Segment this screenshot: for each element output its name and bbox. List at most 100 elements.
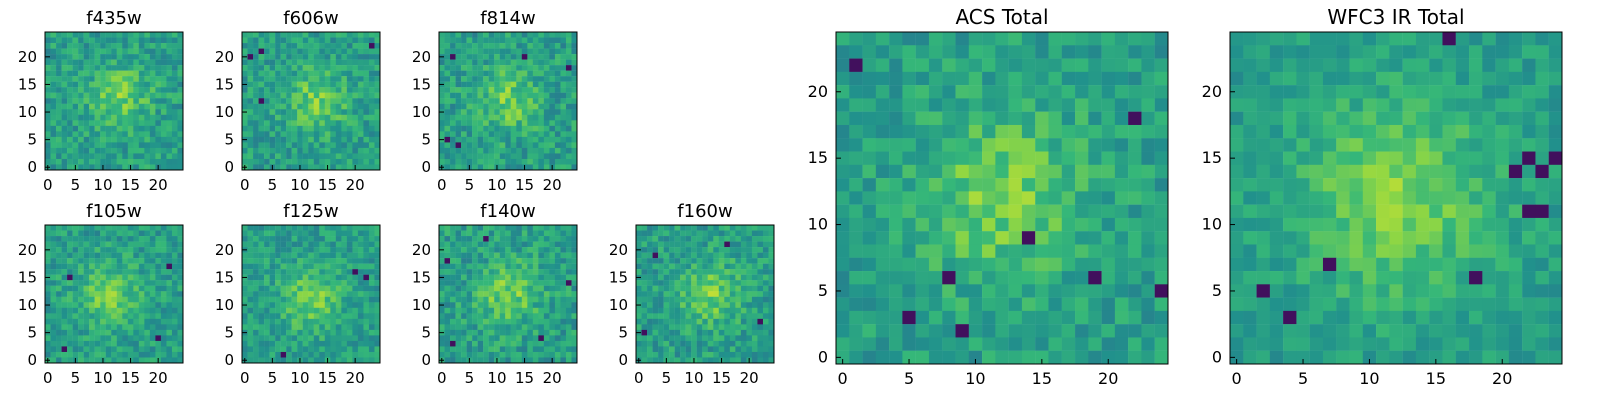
heatmap-cell-2-19-9 (347, 115, 353, 121)
heatmap-cell-4-18-14 (144, 280, 150, 286)
heatmap-cell-4-22-22 (166, 236, 172, 242)
heatmap-cell-5-1-22 (248, 236, 254, 242)
heatmap-cell-1-19-4 (150, 142, 156, 148)
heatmap-cell-2-1-24 (248, 32, 254, 38)
heatmap-cell-3-9-24 (489, 32, 495, 38)
heatmap-cell-7-1-6 (642, 324, 648, 330)
heatmap-cell-7-22-16 (757, 269, 763, 275)
heatmap-cell-5-1-3 (248, 341, 254, 347)
heatmap-cell-6-5-1 (467, 352, 473, 358)
heatmap-cell-7-8-18 (680, 258, 686, 264)
heatmap-cell-5-9-15 (292, 275, 298, 281)
heatmap-cell-5-24-18 (374, 258, 380, 264)
heatmap-cell-3-18-1 (538, 159, 544, 165)
heatmap-cell-5-18-7 (341, 319, 347, 325)
heatmap-cell-2-22-18 (363, 65, 369, 71)
heatmap-cell-3-23-12 (566, 98, 572, 104)
heatmap-cell-8-23-10 (1141, 218, 1154, 231)
heatmap-cell-6-6-1 (472, 352, 478, 358)
y-tick-label-1-1: 5 (27, 131, 37, 149)
heatmap-cell-8-8-19 (942, 98, 955, 111)
heatmap-cell-5-12-1 (308, 352, 314, 358)
heatmap-cell-5-21-17 (358, 264, 364, 270)
heatmap-cell-3-4-11 (461, 104, 467, 110)
heatmap-cell-4-3-12 (62, 291, 68, 297)
heatmap-cell-6-22-20 (560, 247, 566, 253)
heatmap-cell-2-14-11 (319, 104, 325, 110)
heatmap-cell-7-3-12 (653, 291, 659, 297)
heatmap-cell-3-15-11 (522, 104, 528, 110)
heatmap-cell-1-20-16 (155, 76, 161, 82)
heatmap-cell-7-4-0 (658, 357, 664, 363)
heatmap-cell-8-12-9 (995, 231, 1008, 244)
heatmap-cell-6-17-0 (533, 357, 539, 363)
heatmap-cell-7-9-9 (686, 308, 692, 314)
heatmap-cell-6-13-22 (511, 236, 517, 242)
heatmap-cell-3-2-15 (450, 82, 456, 88)
heatmap-cell-7-19-2 (741, 346, 747, 352)
heatmap-cell-6-13-18 (511, 258, 517, 264)
heatmap-cell-3-13-17 (511, 71, 517, 77)
heatmap-cell-4-24-21 (177, 242, 183, 248)
heatmap-cell-2-13-2 (314, 153, 320, 159)
heatmap-cell-3-2-0 (450, 164, 456, 170)
heatmap-cell-1-11-21 (106, 49, 112, 55)
heatmap-cell-6-12-20 (505, 247, 511, 253)
heatmap-cell-1-13-8 (117, 120, 123, 126)
heatmap-cell-2-18-12 (341, 98, 347, 104)
heatmap-cell-2-5-23 (270, 38, 276, 44)
heatmap-cell-5-13-10 (314, 302, 320, 308)
heatmap-cell-3-16-23 (527, 38, 533, 44)
heatmap-cell-5-15-22 (325, 236, 331, 242)
heatmap-cell-5-2-20 (253, 247, 259, 253)
heatmap-cell-1-4-17 (67, 71, 73, 77)
heatmap-cell-7-18-17 (735, 264, 741, 270)
heatmap-cell-5-4-6 (264, 324, 270, 330)
heatmap-cell-3-11-18 (500, 65, 506, 71)
heatmap-cell-5-19-2 (347, 346, 353, 352)
heatmap-cell-6-11-24 (500, 225, 506, 231)
heatmap-cell-3-18-12 (538, 98, 544, 104)
heatmap-cell-1-10-21 (100, 49, 106, 55)
heatmap-cell-3-24-1 (571, 159, 577, 165)
heatmap-cell-5-3-19 (259, 253, 265, 259)
heatmap-cell-6-3-15 (456, 275, 462, 281)
heatmap-cell-7-0-17 (636, 264, 642, 270)
heatmap-cell-8-3-16 (876, 138, 889, 151)
heatmap-cell-4-7-10 (84, 302, 90, 308)
heatmap-cell-6-6-9 (472, 308, 478, 314)
heatmap-cell-6-17-10 (533, 302, 539, 308)
heatmap-cell-7-11-11 (697, 297, 703, 303)
heatmap-cell-2-3-2 (259, 153, 265, 159)
heatmap-cell-2-14-14 (319, 87, 325, 93)
heatmap-cell-8-21-7 (1115, 258, 1128, 271)
heatmap-cell-2-21-22 (358, 43, 364, 49)
heatmap-cell-5-3-1 (259, 352, 265, 358)
heatmap-cell-7-13-0 (708, 357, 714, 363)
heatmap-cell-5-24-15 (374, 275, 380, 281)
heatmap-cell-4-11-6 (106, 324, 112, 330)
heatmap-cell-7-7-8 (675, 313, 681, 319)
heatmap-cell-6-1-7 (445, 319, 451, 325)
heatmap-cell-6-6-0 (472, 357, 478, 363)
heatmap-cell-4-13-24 (117, 225, 123, 231)
heatmap-cell-7-4-21 (658, 242, 664, 248)
heatmap-cell-2-18-3 (341, 148, 347, 154)
heatmap-cell-3-21-24 (555, 32, 561, 38)
heatmap-cell-1-14-1 (122, 159, 128, 165)
heatmap-cell-4-24-24 (177, 225, 183, 231)
heatmap-cell-5-17-21 (336, 242, 342, 248)
heatmap-cell-4-15-13 (128, 286, 134, 292)
heatmap-cell-1-13-9 (117, 115, 123, 121)
heatmap-cell-7-7-23 (675, 231, 681, 237)
heatmap-cell-2-13-14 (314, 87, 320, 93)
heatmap-cell-5-20-6 (352, 324, 358, 330)
heatmap-cell-7-0-9 (636, 308, 642, 314)
heatmap-cell-5-19-7 (347, 319, 353, 325)
heatmap-cell-2-12-21 (308, 49, 314, 55)
heatmap-cell-1-24-18 (177, 65, 183, 71)
heatmap-cell-6-14-15 (516, 275, 522, 281)
heatmap-cell-5-24-17 (374, 264, 380, 270)
heatmap-cell-7-24-2 (768, 346, 774, 352)
heatmap-cell-2-3-9 (259, 115, 265, 121)
